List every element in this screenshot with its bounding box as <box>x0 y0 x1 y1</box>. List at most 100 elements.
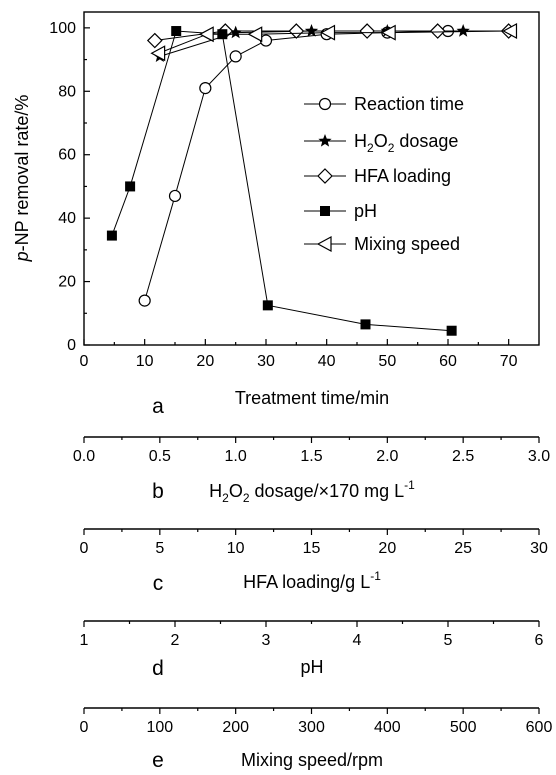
legend-marker-circle <box>318 97 332 111</box>
legend-label: H2O2 dosage <box>354 131 458 155</box>
x-tick-label: 60 <box>439 353 457 370</box>
axis-tick-label: 25 <box>454 540 472 557</box>
axis-tick-label: 20 <box>378 540 396 557</box>
axis-ticks: 0 5 10 15 20 25 30 <box>80 529 548 557</box>
axis-tick-label: 1.0 <box>225 448 247 465</box>
data-point <box>320 24 336 41</box>
panel-label-d: d <box>152 657 164 680</box>
x-tick-label: 20 <box>196 353 214 370</box>
panel-label-e: e <box>152 749 164 772</box>
x-ticks: 0 10 20 30 40 50 60 70 <box>80 339 518 370</box>
data-point <box>199 82 212 95</box>
axis-tick-label: 1 <box>80 632 89 649</box>
axis-tick-label: 4 <box>353 632 362 649</box>
legend-label: pH <box>354 201 377 221</box>
data-point <box>429 23 446 39</box>
x-tick-label: 30 <box>257 353 275 370</box>
y-ticks: 0 20 40 60 80 100 <box>49 20 90 354</box>
series-line <box>158 30 511 54</box>
x-tick-label: 10 <box>136 353 154 370</box>
axis-tick-label: 2 <box>171 632 180 649</box>
y-tick-label: 40 <box>58 210 76 227</box>
axis-tick-label: 0 <box>80 540 89 557</box>
axis-tick-label: 100 <box>146 719 173 736</box>
data-point <box>360 319 371 330</box>
data-point <box>359 23 375 39</box>
axis-tick-label: 600 <box>526 719 553 736</box>
axis-tick-label: 5 <box>155 540 164 557</box>
y-tick-label: 100 <box>49 20 76 37</box>
y-tick-label: 20 <box>58 274 76 291</box>
legend-marker-diamond <box>317 168 333 184</box>
legend-label: Reaction time <box>354 94 464 114</box>
axis-title: pH <box>300 657 323 677</box>
axis-tick-label: 3 <box>262 632 271 649</box>
legend-item-ph: pH <box>304 201 377 221</box>
legend: Reaction time H2O2 dosage HFA loading pH <box>304 94 464 254</box>
data-point <box>288 23 305 39</box>
legend-marker-square <box>320 206 330 216</box>
axis-tick-label: 2.0 <box>376 448 398 465</box>
data-point <box>502 23 518 40</box>
panel-label-b: b <box>152 480 164 503</box>
axis-tick-label: 6 <box>535 632 544 649</box>
axis-tick-label: 400 <box>374 719 401 736</box>
y-tick-label: 60 <box>58 147 76 164</box>
data-point <box>125 181 136 192</box>
axis-tick-label: 3.0 <box>528 448 550 465</box>
legend-item-hfa-loading: HFA loading <box>304 166 451 186</box>
data-point <box>247 26 263 43</box>
legend-label: HFA loading <box>354 166 451 186</box>
x-tick-label: 40 <box>318 353 336 370</box>
data-point <box>138 294 151 307</box>
axis-ticks: 0 100 200 300 400 500 600 <box>80 708 553 736</box>
data-series <box>106 23 518 336</box>
panel-a-chart: 0 20 40 60 80 100 0 10 20 30 40 50 60 70 p-NP remova… <box>12 11 540 418</box>
axis-tick-label: 30 <box>530 540 548 557</box>
axis-tick-label: 0.5 <box>149 448 171 465</box>
y-tick-label: 80 <box>58 83 76 100</box>
panel-label-a: a <box>152 395 164 418</box>
x-tick-label: 50 <box>378 353 396 370</box>
axis-tick-label: 0 <box>80 719 89 736</box>
legend-marker-triangle <box>316 235 332 253</box>
legend-marker-star <box>318 134 332 147</box>
data-point <box>150 45 166 62</box>
axis-tick-label: 500 <box>450 719 477 736</box>
y-axis-label: p-NP removal rate/% <box>12 95 32 263</box>
data-point <box>304 24 319 37</box>
axis-b: 0.0 0.5 1.0 1.5 2.0 2.5 3.0 b H2O2 dosage/×170… <box>73 436 550 505</box>
axis-ticks: 0.0 0.5 1.0 1.5 2.0 2.5 3.0 <box>73 437 550 465</box>
axis-title: HFA loading/g L-1 <box>243 569 381 592</box>
axis-tick-label: 15 <box>303 540 321 557</box>
data-point <box>262 300 273 311</box>
data-point <box>171 26 182 37</box>
data-point <box>446 325 457 336</box>
axis-c: 0 5 10 15 20 25 30 c HFA loading/g L-1 <box>80 528 548 595</box>
legend-label: Mixing speed <box>354 234 460 254</box>
x-tick-label: 70 <box>500 353 518 370</box>
data-point <box>146 32 163 49</box>
y-tick-label: 0 <box>67 337 76 354</box>
legend-item-h2o2-dosage: H2O2 dosage <box>304 131 458 155</box>
data-point <box>229 50 242 63</box>
x-tick-label: 0 <box>80 353 89 370</box>
series-4 <box>150 23 518 62</box>
data-point <box>456 24 470 37</box>
legend-item-reaction-time: Reaction time <box>304 94 464 114</box>
panel-label-c: c <box>153 572 164 595</box>
data-point <box>198 26 214 43</box>
axis-tick-label: 1.5 <box>300 448 322 465</box>
axis-ticks: 1 2 3 4 5 6 <box>80 621 544 649</box>
axis-tick-label: 300 <box>298 719 325 736</box>
series-1 <box>153 24 470 63</box>
axis-d: 1 2 3 4 5 6 d pH <box>80 620 544 680</box>
axis-e: 0 100 200 300 400 500 600 e Mixing speed/rpm <box>80 707 553 772</box>
axis-tick-label: 200 <box>222 719 249 736</box>
x-axis-label: Treatment time/min <box>235 388 389 408</box>
data-point <box>380 24 396 41</box>
plot-frame <box>83 11 540 346</box>
legend-item-mixing-speed: Mixing speed <box>304 234 460 254</box>
axis-tick-label: 5 <box>444 632 453 649</box>
